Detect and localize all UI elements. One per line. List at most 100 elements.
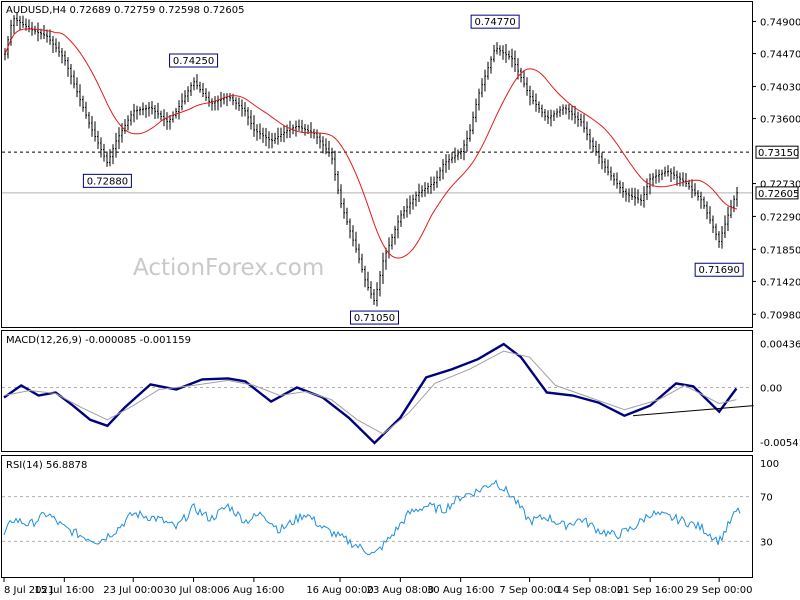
time-tick-label: 29 Sep 00:00: [686, 585, 753, 596]
price-bar: [433, 176, 435, 191]
rsi-lines: [2, 479, 752, 556]
price-level-tag: 0.72605: [755, 186, 799, 200]
price-bar: [622, 181, 624, 198]
price-bar: [451, 152, 453, 164]
price-tick-label: 0.74030: [760, 82, 800, 93]
price-bar: [73, 70, 75, 89]
price-annotation: 0.71050: [350, 310, 399, 325]
price-annotation-box: [82, 173, 132, 188]
price-bar: [403, 206, 405, 219]
price-level-tag: 0.73150: [755, 145, 799, 159]
price-bar: [469, 124, 471, 142]
price-bar: [331, 147, 333, 165]
price-bar: [412, 194, 414, 210]
price-annotation-label: 0.71690: [698, 265, 739, 276]
price-bar: [151, 101, 153, 115]
price-bar: [340, 184, 342, 209]
price-bar: [274, 132, 276, 144]
price-bar: [280, 127, 282, 142]
rsi-tick-label: 100: [760, 459, 779, 470]
price-bar: [367, 271, 369, 291]
price-tick-label: 0.71420: [760, 277, 800, 288]
price-bar: [625, 188, 627, 202]
price-bar: [502, 45, 504, 60]
price-bar: [604, 158, 606, 173]
price-bar: [643, 186, 645, 208]
price-bar: [640, 194, 642, 206]
rsi-panel-title: RSI(14) 56.8878: [6, 460, 87, 471]
price-bar: [703, 196, 705, 209]
time-tick-label: 30 Jul 08:00: [164, 585, 224, 596]
price-bar: [667, 165, 669, 177]
price-bar: [193, 77, 195, 91]
price-bar: [115, 132, 117, 158]
price-bar: [568, 104, 570, 120]
price-bar: [349, 218, 351, 239]
price-bar: [520, 67, 522, 83]
price-tick-label: 0.72290: [760, 212, 800, 223]
price-annotation: 0.74250: [169, 53, 219, 68]
price-annotation-box: [350, 310, 399, 325]
macd-signal-line: [3, 350, 737, 435]
price-bar: [355, 231, 357, 253]
macd-axis-labels: 0.004367 0.00 -0.005411: [760, 339, 800, 449]
price-annotation: 0.71690: [694, 262, 744, 277]
price-bar: [124, 119, 126, 134]
price-bar: [697, 190, 699, 201]
price-bar: [262, 127, 264, 143]
price-bar: [166, 112, 168, 130]
price-bar: [676, 170, 678, 186]
price-bar: [709, 206, 711, 224]
price-bar: [187, 86, 189, 102]
price-bar: [154, 104, 156, 120]
price-bar: [256, 124, 258, 141]
price-bar: [400, 210, 402, 227]
price-bar: [589, 128, 591, 150]
price-bar: [511, 48, 513, 68]
price-axis-labels: 0.74900 0.74470 0.74030 0.73600 0.72730 0.722…: [752, 17, 800, 321]
price-bar: [259, 123, 261, 140]
price-bar: [85, 101, 87, 119]
price-bar: [352, 225, 354, 247]
price-bar: [94, 121, 96, 142]
price-bar: [313, 128, 315, 139]
price-bar: [106, 151, 108, 167]
price-bar: [118, 127, 120, 150]
price-bar: [361, 253, 363, 273]
price-level-tag-label: 0.73150: [758, 148, 799, 159]
price-bar: [178, 100, 180, 120]
price-bar: [37, 22, 39, 42]
macd-macd-line: [3, 342, 738, 445]
price-bar: [16, 12, 18, 27]
price-bar: [82, 95, 84, 112]
time-tick-label: 23 Aug 08:00: [367, 585, 434, 596]
price-bar: [199, 81, 201, 93]
price-bar: [535, 93, 537, 112]
price-bar: [592, 137, 594, 153]
price-bar: [109, 149, 111, 167]
ohlc-open: 0.72689: [69, 5, 110, 16]
price-annotation-box: [169, 53, 219, 68]
rsi-line: [3, 479, 741, 556]
price-bar: [112, 144, 114, 165]
price-bar: [418, 183, 420, 202]
price-bar: [481, 78, 483, 98]
price-bar: [460, 148, 462, 160]
price-annotation-box: [470, 14, 520, 29]
price-bar: [370, 281, 372, 299]
price-annotation-label: 0.71050: [354, 313, 395, 324]
price-bar: [421, 185, 423, 198]
price-bar: [619, 180, 621, 194]
price-bar: [586, 121, 588, 141]
price-bar: [562, 104, 564, 115]
price-bar: [52, 36, 54, 53]
price-bar: [556, 108, 558, 118]
price-bar: [19, 15, 21, 31]
price-bar: [61, 47, 63, 64]
time-tick-label: 7 Sep 00:00: [499, 585, 559, 596]
price-bar: [277, 127, 279, 145]
price-bars: [4, 12, 738, 307]
